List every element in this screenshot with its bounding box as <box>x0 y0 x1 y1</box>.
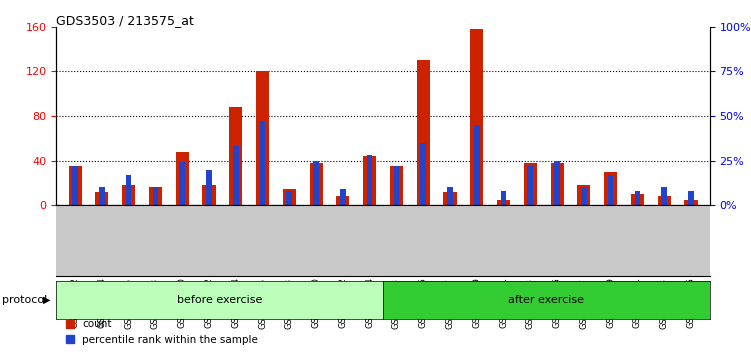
Bar <box>390 166 403 205</box>
Bar <box>684 200 698 205</box>
Bar <box>286 191 292 205</box>
Bar <box>366 155 372 205</box>
Bar <box>203 185 216 205</box>
Bar <box>417 60 430 205</box>
Bar <box>631 194 644 205</box>
Bar <box>470 29 484 205</box>
Bar <box>336 196 349 205</box>
Bar <box>149 188 162 205</box>
Bar <box>95 192 108 205</box>
Bar <box>527 166 533 205</box>
Bar <box>256 71 269 205</box>
Text: GDS3503 / 213575_at: GDS3503 / 213575_at <box>56 14 195 27</box>
Bar <box>608 175 614 205</box>
Bar <box>635 191 640 205</box>
Bar <box>501 191 506 205</box>
Legend: count, percentile rank within the sample: count, percentile rank within the sample <box>62 315 262 349</box>
Bar <box>421 143 426 205</box>
Bar <box>233 146 239 205</box>
Text: before exercise: before exercise <box>177 295 262 305</box>
Bar <box>152 188 158 205</box>
Bar <box>179 162 185 205</box>
Bar <box>394 166 400 205</box>
Bar <box>443 192 457 205</box>
Bar <box>68 166 82 205</box>
Bar <box>662 188 667 205</box>
Bar <box>554 161 560 205</box>
Text: after exercise: after exercise <box>508 295 584 305</box>
Bar <box>578 185 590 205</box>
Bar <box>122 185 135 205</box>
Bar <box>581 188 587 205</box>
Bar <box>176 152 189 205</box>
Text: protocol: protocol <box>2 295 47 305</box>
Bar <box>523 163 537 205</box>
Bar <box>340 189 345 205</box>
Bar <box>72 166 78 205</box>
Bar <box>604 172 617 205</box>
Bar <box>363 156 376 205</box>
Bar <box>99 188 104 205</box>
Bar <box>550 163 563 205</box>
Bar <box>688 191 694 205</box>
Bar <box>447 188 453 205</box>
Text: ▶: ▶ <box>43 295 50 305</box>
Bar <box>313 161 319 205</box>
Bar <box>497 200 510 205</box>
Bar <box>474 125 480 205</box>
Bar <box>206 170 212 205</box>
Bar <box>658 196 671 205</box>
Bar <box>229 107 243 205</box>
Bar <box>260 121 265 205</box>
Bar <box>309 163 323 205</box>
Bar <box>282 189 296 205</box>
Bar <box>126 175 131 205</box>
